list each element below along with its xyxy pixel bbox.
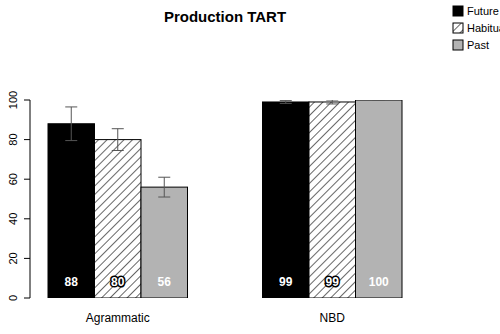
bar [263,102,310,298]
error-bar [65,107,77,141]
y-tick-label: 20 [7,252,19,264]
bar [309,102,356,298]
y-tick [24,139,30,140]
y-tick-label: 0 [7,295,19,301]
error-bar [326,100,338,104]
title: Production TART [164,8,286,25]
data-label: 56 [158,275,172,289]
y-tick [24,258,30,259]
legend-swatch [453,6,463,16]
y-tick-label: 40 [7,213,19,225]
bar [95,140,142,298]
y-tick [24,179,30,180]
bar [141,187,188,298]
data-label: 80 [111,275,125,289]
y-tick [24,218,30,219]
data-label: 99 [326,275,340,289]
bar [48,124,95,298]
legend-swatch [453,40,463,50]
y-tick [24,100,30,101]
y-axis [30,100,31,298]
bar [356,100,403,298]
category-label: Agrammatic [86,311,150,325]
error-bar [158,177,170,197]
legend-label: Habitual [467,22,500,34]
legend-label: Past [467,39,489,51]
y-tick-label: 60 [7,173,19,185]
error-bar [373,100,385,101]
data-label: 100 [369,275,389,289]
y-tick-label: 80 [7,133,19,145]
error-bar [112,129,124,151]
data-label: 99 [279,275,293,289]
data-labels: 88 99 80 99 56 100 [65,275,390,289]
error-bar [280,101,292,104]
legend-swatch [453,23,463,33]
legend-label: Future [467,5,499,17]
y-tick-label: 100 [7,91,19,109]
data-label: 88 [65,275,79,289]
category-label: NBD [320,311,346,325]
chart: Production TART 0 20 40 60 80 100 88 99 80 99 56 100… [0,0,500,334]
legend: Future Habitual Past [453,5,500,51]
plot-area [48,100,402,298]
y-tick [24,298,30,299]
